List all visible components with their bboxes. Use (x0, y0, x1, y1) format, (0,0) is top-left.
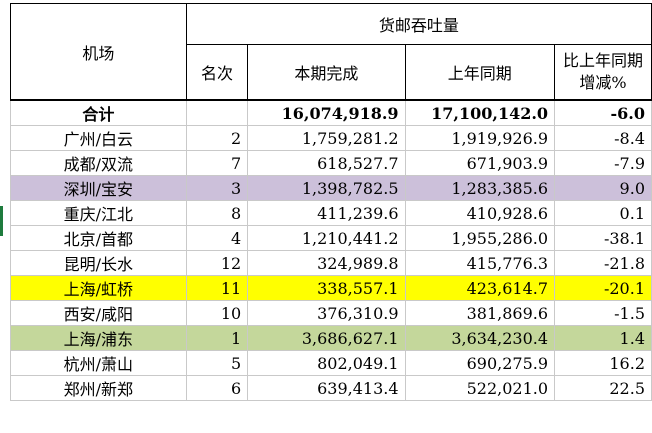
current-cell: 411,239.6 (247, 200, 406, 226)
current-cell: 3,686,627.1 (247, 325, 406, 351)
airport-cell: 北京/首都 (10, 225, 187, 251)
table-row: 杭州/萧山 5 802,049.1 690,275.9 16.2 (10, 350, 652, 376)
current-cell: 324,989.8 (247, 250, 406, 276)
header-row-1: 机场 货邮吞吐量 (10, 3, 652, 101)
row-selection-marker (0, 206, 3, 236)
total-row: 合计 16,074,918.9 17,100,142.0 -6.0 (10, 99, 652, 126)
change-cell: -1.5 (554, 300, 652, 326)
current-cell: 376,310.9 (247, 300, 406, 326)
header-change-pct: 比上年同期增减% (554, 44, 652, 101)
last-year-cell: 415,776.3 (404, 250, 556, 276)
table-row: 昆明/长水 12 324,989.8 415,776.3 -21.8 (10, 250, 652, 276)
change-cell: 1.4 (554, 325, 652, 351)
total-label: 合计 (10, 99, 187, 126)
table-row: 上海/浦东 1 3,686,627.1 3,634,230.4 1.4 (10, 325, 652, 351)
airport-cell: 上海/虹桥 (10, 275, 187, 301)
table-row: 成都/双流 7 618,527.7 671,903.9 -7.9 (10, 150, 652, 176)
last-year-cell: 690,275.9 (404, 350, 556, 376)
change-cell: 0.1 (554, 200, 652, 226)
rank-cell: 5 (185, 350, 249, 376)
rank-cell: 7 (185, 150, 249, 176)
table-row: 西安/咸阳 10 376,310.9 381,869.6 -1.5 (10, 300, 652, 326)
header-row-2: 名次 本期完成 上年同期 比上年同期增减% (11, 44, 652, 101)
rank-cell: 4 (185, 225, 249, 251)
header-last-year: 上年同期 (404, 44, 556, 101)
rank-cell: 8 (185, 200, 249, 226)
change-cell: -38.1 (554, 225, 652, 251)
header-current: 本期完成 (247, 44, 406, 101)
current-cell: 1,759,281.2 (247, 125, 406, 151)
airport-cell: 昆明/长水 (10, 250, 187, 276)
change-cell: 22.5 (554, 375, 652, 401)
current-cell: 338,557.1 (247, 275, 406, 301)
table-row: 北京/首都 4 1,210,441.2 1,955,286.0 -38.1 (10, 225, 652, 251)
last-year-cell: 410,928.6 (404, 200, 556, 226)
header-rank: 名次 (185, 44, 249, 101)
airport-cell: 重庆/江北 (10, 200, 187, 226)
total-change: -6.0 (554, 99, 652, 126)
change-cell: -7.9 (554, 150, 652, 176)
airport-cell: 成都/双流 (10, 150, 187, 176)
airport-cell: 深圳/宝安 (10, 175, 187, 201)
table-row: 深圳/宝安 3 1,398,782.5 1,283,385.6 9.0 (10, 175, 652, 201)
airport-cell: 郑州/新郑 (10, 375, 187, 401)
change-cell: -21.8 (554, 250, 652, 276)
rank-cell: 2 (185, 125, 249, 151)
rank-cell: 11 (185, 275, 249, 301)
change-cell: -8.4 (554, 125, 652, 151)
airport-cell: 杭州/萧山 (10, 350, 187, 376)
last-year-cell: 671,903.9 (404, 150, 556, 176)
rank-cell: 3 (185, 175, 249, 201)
header-cargo-throughput: 货邮吞吐量 (185, 3, 652, 45)
rank-cell: 6 (185, 375, 249, 401)
current-cell: 618,527.7 (247, 150, 406, 176)
header-airport: 机场 (10, 3, 187, 101)
airport-cell: 西安/咸阳 (10, 300, 187, 326)
table-row: 重庆/江北 8 411,239.6 410,928.6 0.1 (10, 200, 652, 226)
cargo-throughput-table: 机场 货邮吞吐量 名次 本期完成 上年同期 比上年同期增减% 合计 16,074… (10, 3, 652, 401)
total-rank (185, 99, 249, 126)
rank-cell: 10 (185, 300, 249, 326)
table-row: 上海/虹桥 11 338,557.1 423,614.7 -20.1 (10, 275, 652, 301)
table-row: 郑州/新郑 6 639,413.4 522,021.0 22.5 (10, 375, 652, 401)
last-year-cell: 423,614.7 (404, 275, 556, 301)
last-year-cell: 522,021.0 (404, 375, 556, 401)
rank-cell: 1 (185, 325, 249, 351)
data-rows: 广州/白云 2 1,759,281.2 1,919,926.9 -8.4 成都/双流 7 61… (10, 125, 652, 401)
last-year-cell: 381,869.6 (404, 300, 556, 326)
current-cell: 802,049.1 (247, 350, 406, 376)
current-cell: 1,210,441.2 (247, 225, 406, 251)
current-cell: 639,413.4 (247, 375, 406, 401)
current-cell: 1,398,782.5 (247, 175, 406, 201)
rank-cell: 12 (185, 250, 249, 276)
change-cell: 16.2 (554, 350, 652, 376)
total-current: 16,074,918.9 (247, 99, 406, 126)
last-year-cell: 3,634,230.4 (404, 325, 556, 351)
table-row: 广州/白云 2 1,759,281.2 1,919,926.9 -8.4 (10, 125, 652, 151)
change-cell: -20.1 (554, 275, 652, 301)
total-last-year: 17,100,142.0 (404, 99, 556, 126)
airport-cell: 广州/白云 (10, 125, 187, 151)
last-year-cell: 1,955,286.0 (404, 225, 556, 251)
last-year-cell: 1,919,926.9 (404, 125, 556, 151)
last-year-cell: 1,283,385.6 (404, 175, 556, 201)
change-cell: 9.0 (554, 175, 652, 201)
airport-cell: 上海/浦东 (10, 325, 187, 351)
